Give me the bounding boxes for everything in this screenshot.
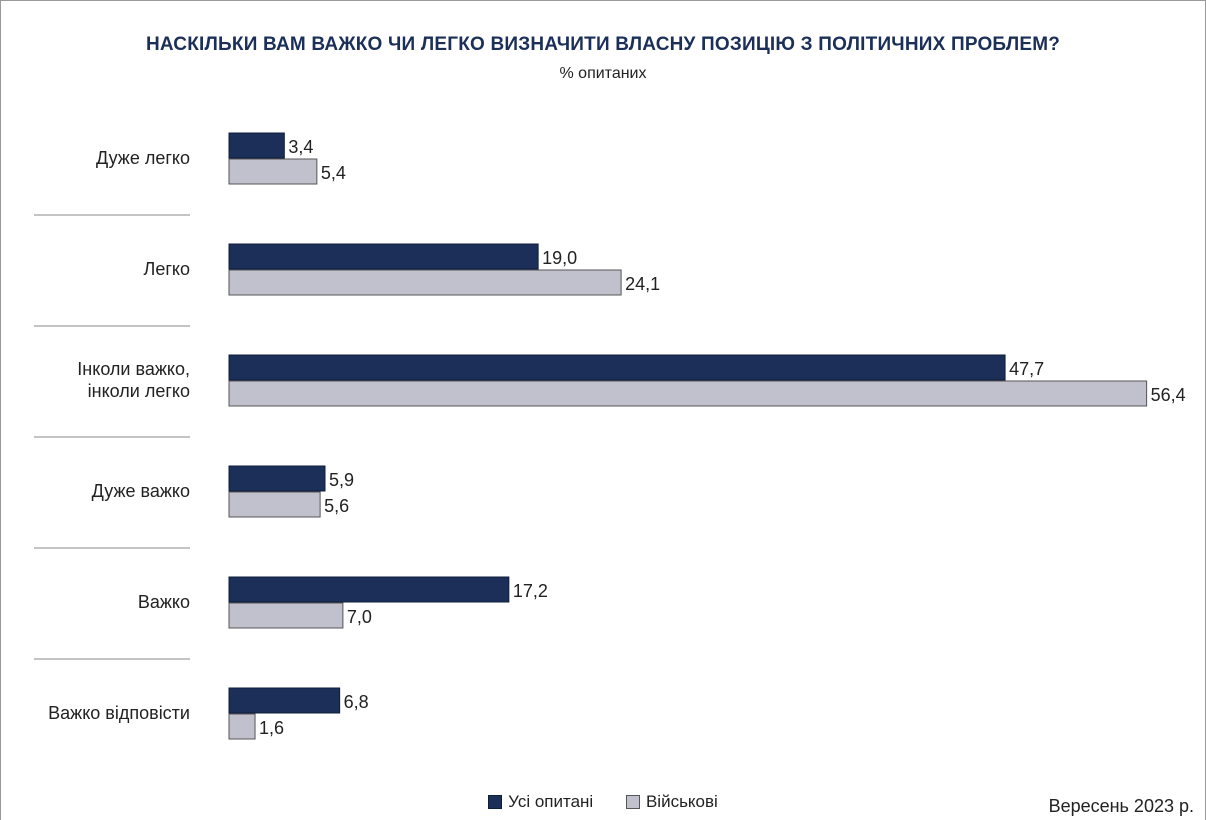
bar-all-respondents [228, 243, 539, 270]
legend-item-military: Військові [625, 792, 718, 812]
data-label-all-respondents: 3,4 [288, 137, 313, 157]
legend-item-all-respondents: Усі опитані [488, 792, 593, 812]
category-label: Важко [138, 592, 190, 612]
category-label: Інколи важко, [77, 359, 190, 379]
data-label-all-respondents: 47,7 [1009, 359, 1044, 379]
data-label-all-respondents: 6,8 [344, 692, 369, 712]
chart-subtitle: % опитаних [559, 65, 647, 82]
bar-military [228, 380, 1148, 407]
bar-all-respondents [228, 354, 1006, 381]
category-label: Дуже важко [92, 481, 190, 501]
bar-military [228, 269, 622, 296]
data-label-all-respondents: 17,2 [513, 581, 548, 601]
data-label-military: 56,4 [1151, 385, 1186, 405]
data-label-military: 5,6 [324, 496, 349, 516]
category-label: Легко [144, 259, 190, 279]
legend-swatch-all-respondents [488, 795, 503, 809]
legend: Усі опитані Військові [0, 792, 1206, 814]
category-label: Дуже легко [96, 148, 190, 168]
bar-all-respondents [228, 576, 510, 603]
bar-chart: Дуже легко 3,4 5,4 Легко 19,0 24,1 Інколи важк… [34, 132, 1186, 740]
bar-military [228, 491, 321, 518]
bar-all-respondents [228, 687, 341, 714]
bar-military [228, 602, 344, 629]
legend-label-all-respondents: Усі опитані [508, 792, 594, 811]
legend-label-military: Військові [645, 792, 718, 811]
data-label-military: 1,6 [259, 718, 284, 738]
data-label-military: 24,1 [625, 274, 660, 294]
category-label: Важко відповісти [48, 703, 190, 723]
bar-military [228, 158, 318, 185]
category-label: інколи легко [88, 381, 190, 401]
bar-military [228, 713, 256, 740]
data-label-all-respondents: 5,9 [329, 470, 354, 490]
bar-all-respondents [228, 465, 326, 492]
data-label-military: 7,0 [347, 607, 372, 627]
chart-title: НАСКІЛЬКИ ВАМ ВАЖКО ЧИ ЛЕГКО ВИЗНАЧИТИ В… [145, 34, 1061, 55]
date-note: Вересень 2023 р. [1048, 796, 1194, 816]
data-label-military: 5,4 [321, 163, 346, 183]
bar-all-respondents [228, 132, 285, 159]
legend-swatch-military [625, 795, 640, 809]
data-label-all-respondents: 19,0 [542, 248, 577, 268]
